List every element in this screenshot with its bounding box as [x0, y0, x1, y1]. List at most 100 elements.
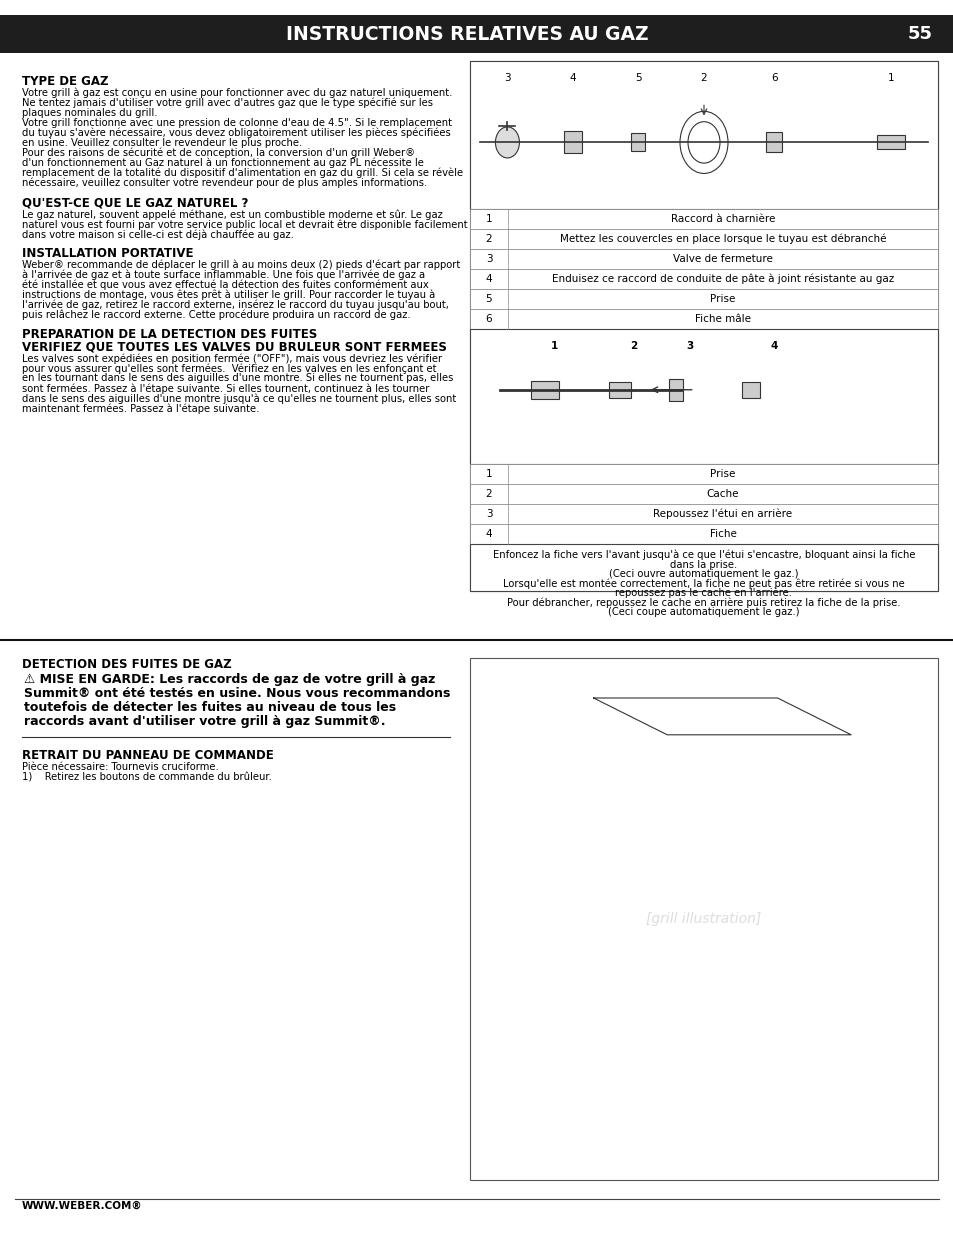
Text: INSTALLATION PORTATIVE: INSTALLATION PORTATIVE [22, 247, 193, 261]
Text: Valve de fermeture: Valve de fermeture [673, 254, 772, 264]
Text: RETRAIT DU PANNEAU DE COMMANDE: RETRAIT DU PANNEAU DE COMMANDE [22, 748, 274, 762]
Bar [470, 249, 937, 269]
Bar [470, 289, 937, 309]
Text: 1: 1 [887, 73, 894, 83]
Text: raccords avant d'utiliser votre grill à gaz Summit®.: raccords avant d'utiliser votre grill à … [24, 715, 385, 727]
Text: à l'arrivée de gaz et à toute surface inflammable. Une fois que l'arrivée de gaz: à l'arrivée de gaz et à toute surface in… [22, 270, 425, 280]
Text: PREPARATION DE LA DETECTION DES FUITES: PREPARATION DE LA DETECTION DES FUITES [22, 329, 317, 341]
Text: Lorsqu'elle est montée correctement, la fiche ne peut pas être retirée si vous n: Lorsqu'elle est montée correctement, la … [502, 578, 904, 589]
Text: Les valves sont expédiées en position fermée ("OFF"), mais vous devriez les véri: Les valves sont expédiées en position fe… [22, 353, 441, 363]
Text: 1)    Retirez les boutons de commande du brûleur.: 1) Retirez les boutons de commande du br… [22, 772, 272, 782]
Text: été installée et que vous avez effectué la détection des fuites conformément aux: été installée et que vous avez effectué … [22, 280, 428, 290]
Bar [668, 379, 682, 400]
Text: sont fermées. Passez à l'étape suivante. Si elles tournent, continuez à les tour: sont fermées. Passez à l'étape suivante.… [22, 383, 429, 394]
Text: nécessaire, veuillez consulter votre revendeur pour de plus amples informations.: nécessaire, veuillez consulter votre rev… [22, 178, 427, 189]
Bar [741, 382, 759, 398]
Text: 3: 3 [685, 341, 693, 351]
Text: Prise: Prise [710, 294, 735, 304]
Text: en les tournant dans le sens des aiguilles d'une montre. Si elles ne tournent pa: en les tournant dans le sens des aiguill… [22, 373, 453, 383]
Text: remplacement de la totalité du dispositif d'alimentation en gaz du grill. Si cel: remplacement de la totalité du dispositi… [22, 168, 462, 179]
Text: Summit® ont été testés en usine. Nous vous recommandons: Summit® ont été testés en usine. Nous vo… [24, 687, 450, 700]
Text: puis relâchez le raccord externe. Cette procédure produira un raccord de gaz.: puis relâchez le raccord externe. Cette … [22, 310, 410, 321]
Text: Pour des raisons de sécurité et de conception, la conversion d'un grill Weber®: Pour des raisons de sécurité et de conce… [22, 148, 415, 158]
Text: Raccord à charnière: Raccord à charnière [670, 214, 775, 224]
Text: (Ceci coupe automatiquement le gaz.): (Ceci coupe automatiquement le gaz.) [608, 606, 799, 618]
Text: DETECTION DES FUITES DE GAZ: DETECTION DES FUITES DE GAZ [22, 658, 232, 671]
Text: instructions de montage, vous êtes prêt à utiliser le grill. Pour raccorder le t: instructions de montage, vous êtes prêt … [22, 290, 435, 300]
Bar [470, 484, 937, 504]
Bar [470, 504, 937, 524]
Bar [470, 658, 937, 1179]
Text: 3: 3 [503, 73, 510, 83]
Text: QU'EST-CE QUE LE GAZ NATUREL ?: QU'EST-CE QUE LE GAZ NATUREL ? [22, 196, 248, 209]
Text: WWW.WEBER.COM®: WWW.WEBER.COM® [22, 1200, 143, 1212]
Text: 55: 55 [907, 25, 932, 43]
Text: en usine. Veuillez consulter le revendeur le plus proche.: en usine. Veuillez consulter le revendeu… [22, 138, 302, 148]
Text: Prise: Prise [710, 469, 735, 479]
Text: Pour débrancher, repoussez le cache en arrière puis retirez la fiche de la prise: Pour débrancher, repoussez le cache en a… [507, 598, 900, 608]
Text: Enfoncez la fiche vers l'avant jusqu'à ce que l'étui s'encastre, bloquant ainsi : Enfoncez la fiche vers l'avant jusqu'à c… [493, 550, 914, 561]
Bar [631, 133, 645, 152]
Text: 5: 5 [635, 73, 641, 83]
Text: (Ceci ouvre automatiquement le gaz.): (Ceci ouvre automatiquement le gaz.) [609, 569, 798, 579]
Text: [grill illustration]: [grill illustration] [646, 911, 760, 926]
Text: 3: 3 [485, 509, 492, 519]
Bar [0, 15, 953, 53]
Text: 2: 2 [630, 341, 637, 351]
Text: Le gaz naturel, souvent appelé méthane, est un combustible moderne et sûr. Le ga: Le gaz naturel, souvent appelé méthane, … [22, 209, 442, 220]
Text: dans le sens des aiguilles d'une montre jusqu'à ce qu'elles ne tournent plus, el: dans le sens des aiguilles d'une montre … [22, 393, 456, 404]
Bar [470, 269, 937, 289]
Text: 4: 4 [770, 341, 777, 351]
Text: VERIFIEZ QUE TOUTES LES VALVES DU BRULEUR SONT FERMEES: VERIFIEZ QUE TOUTES LES VALVES DU BRULEU… [22, 340, 446, 353]
Text: 1: 1 [485, 469, 492, 479]
Text: Mettez les couvercles en place lorsque le tuyau est débranché: Mettez les couvercles en place lorsque l… [559, 233, 885, 245]
Text: plaques nominales du grill.: plaques nominales du grill. [22, 107, 157, 119]
Text: maintenant fermées. Passez à l'étape suivante.: maintenant fermées. Passez à l'étape sui… [22, 403, 259, 414]
Bar [470, 329, 937, 464]
Text: INSTRUCTIONS RELATIVES AU GAZ: INSTRUCTIONS RELATIVES AU GAZ [286, 25, 648, 43]
Text: 5: 5 [485, 294, 492, 304]
Text: Fiche mâle: Fiche mâle [695, 314, 750, 324]
Text: 4: 4 [485, 274, 492, 284]
Text: 6: 6 [485, 314, 492, 324]
Bar [876, 136, 904, 149]
Text: Pièce nécessaire: Tournevis cruciforme.: Pièce nécessaire: Tournevis cruciforme. [22, 762, 218, 772]
Text: l'arrivée de gaz, retirez le raccord externe, insérez le raccord du tuyau jusqu': l'arrivée de gaz, retirez le raccord ext… [22, 300, 449, 310]
Text: pour vous assurer qu'elles sont fermées.  Vérifiez en les valves en les enfonçan: pour vous assurer qu'elles sont fermées.… [22, 363, 436, 373]
Text: 6: 6 [770, 73, 777, 83]
Bar [470, 61, 937, 592]
Text: 2: 2 [485, 489, 492, 499]
Circle shape [495, 127, 518, 158]
Bar [530, 380, 558, 399]
Text: Fiche: Fiche [709, 529, 736, 538]
Text: d'un fonctionnement au Gaz naturel à un fonctionnement au gaz PL nécessite le: d'un fonctionnement au Gaz naturel à un … [22, 158, 423, 168]
Text: 2: 2 [700, 73, 706, 83]
Text: Ne tentez jamais d'utiliser votre grill avec d'autres gaz que le type spécifié s: Ne tentez jamais d'utiliser votre grill … [22, 98, 433, 109]
Bar [608, 382, 630, 398]
Text: Weber® recommande de déplacer le grill à au moins deux (2) pieds d'écart par rap: Weber® recommande de déplacer le grill à… [22, 261, 459, 270]
Text: repoussez pas le cache en l'arrière.: repoussez pas le cache en l'arrière. [615, 588, 792, 599]
Bar [765, 132, 781, 152]
Text: Enduisez ce raccord de conduite de pâte à joint résistante au gaz: Enduisez ce raccord de conduite de pâte … [551, 274, 893, 284]
Bar [470, 543, 937, 592]
Text: 2: 2 [485, 233, 492, 245]
Text: Cache: Cache [706, 489, 739, 499]
Bar [470, 209, 937, 228]
Bar [470, 309, 937, 329]
Text: Repoussez l'étui en arrière: Repoussez l'étui en arrière [653, 509, 792, 519]
Bar [470, 61, 937, 209]
Text: ⚠ MISE EN GARDE: Les raccords de gaz de votre grill à gaz: ⚠ MISE EN GARDE: Les raccords de gaz de … [24, 673, 435, 685]
Text: TYPE DE GAZ: TYPE DE GAZ [22, 75, 109, 88]
Text: 4: 4 [569, 73, 576, 83]
Bar [470, 228, 937, 249]
Text: dans la prise.: dans la prise. [670, 559, 737, 569]
Bar [470, 464, 937, 484]
Text: naturel vous est fourni par votre service public local et devrait être disponibl: naturel vous est fourni par votre servic… [22, 219, 467, 230]
Text: 4: 4 [485, 529, 492, 538]
Text: Votre grill à gaz est conçu en usine pour fonctionner avec du gaz naturel unique: Votre grill à gaz est conçu en usine pou… [22, 88, 452, 99]
Text: 1: 1 [485, 214, 492, 224]
Text: Votre grill fonctionne avec une pression de colonne d'eau de 4.5". Si le remplac: Votre grill fonctionne avec une pression… [22, 119, 452, 128]
Text: 3: 3 [485, 254, 492, 264]
Text: du tuyau s'avère nécessaire, vous devez obligatoirement utiliser les pièces spéc: du tuyau s'avère nécessaire, vous devez … [22, 128, 450, 138]
Text: 1: 1 [550, 341, 558, 351]
